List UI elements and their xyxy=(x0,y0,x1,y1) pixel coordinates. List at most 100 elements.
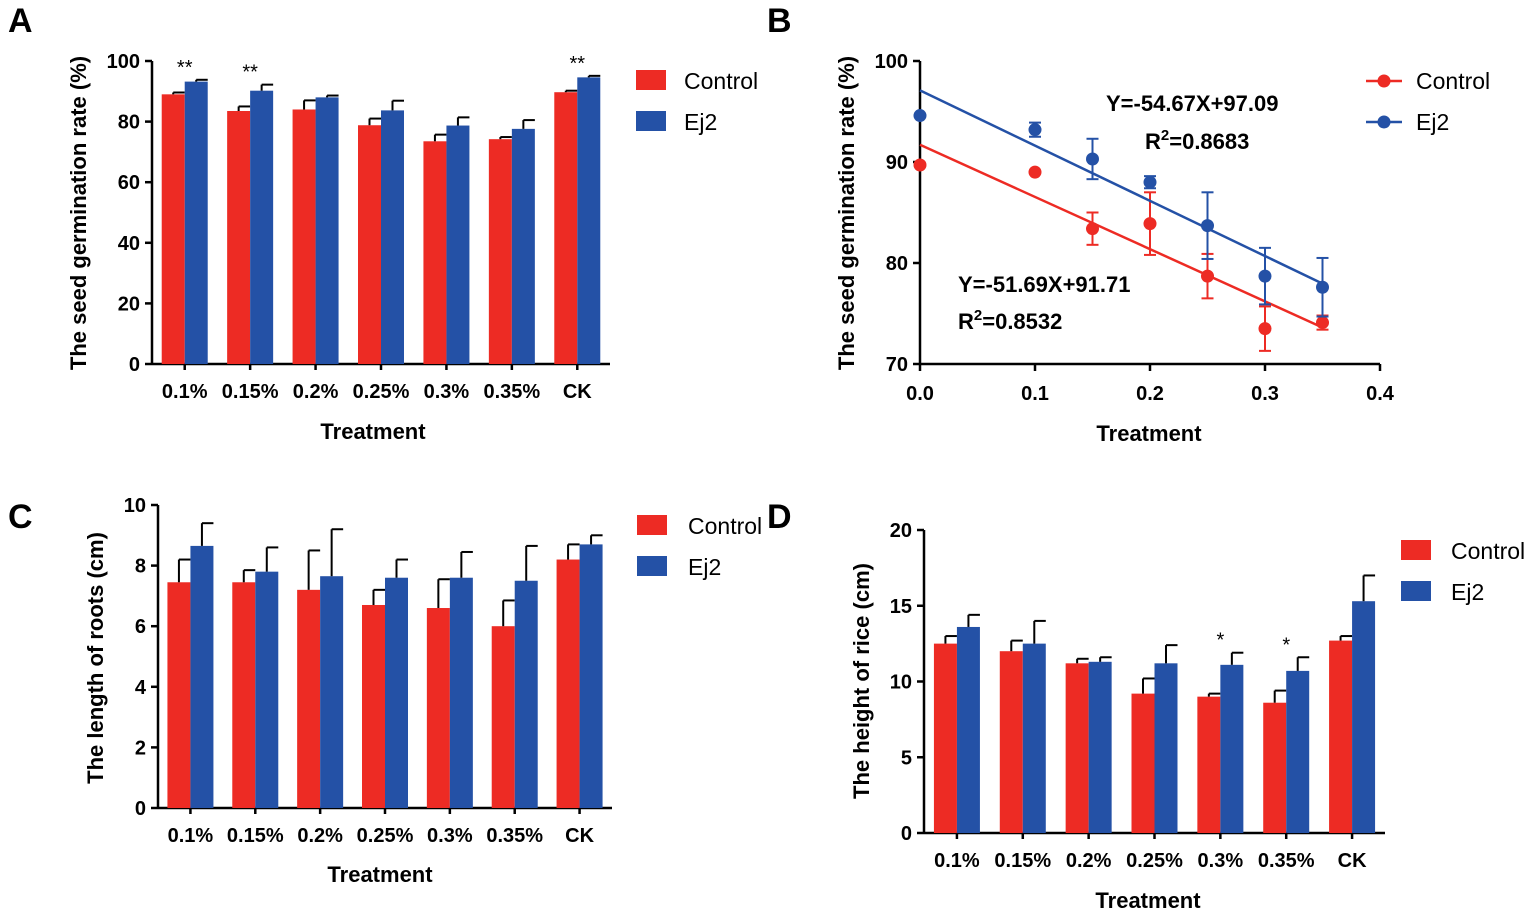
panel-d-y-tick-label: 0 xyxy=(901,823,912,845)
panel-d-x-tick-label: 0.3% xyxy=(1198,850,1244,872)
panel-a-bar-control xyxy=(358,125,381,365)
panel-d-x-tick-label: 0.2% xyxy=(1066,850,1112,872)
panel-b-x-tick-label: 0.2 xyxy=(1136,383,1164,405)
panel-a-bar-ej2 xyxy=(315,97,339,365)
panel-d-bar-control xyxy=(1329,640,1353,833)
panel-b-legend: Control Ej2 xyxy=(1366,68,1490,135)
panel-d-y-axis-title: The height of rice (cm) xyxy=(849,563,874,799)
panel-c-legend-label-ej2: Ej2 xyxy=(688,554,721,580)
panel-a: A The seed germination rate (%) Treatmen… xyxy=(8,2,758,444)
panel-a-bar-control xyxy=(161,94,185,364)
panel-b-point-ej2 xyxy=(1316,280,1329,294)
panel-b-point-ej2 xyxy=(913,109,927,123)
panel-b-y-axis-title: The seed germination rate (%) xyxy=(834,56,859,370)
panel-c-y-tick-label: 2 xyxy=(135,737,146,759)
panel-b-control-r2-value: =0.8532 xyxy=(982,309,1062,334)
panel-d-significance-label: * xyxy=(1216,630,1224,652)
panel-a-bar-control xyxy=(292,109,316,364)
panel-c-x-axis-title: Treatment xyxy=(327,862,433,887)
panel-c-bar-control xyxy=(426,608,450,808)
panel-b-x-tick-label: 0.3 xyxy=(1251,383,1279,405)
panel-d-x-tick-label: 0.1% xyxy=(934,850,980,872)
panel-c-x-tick-label: 0.15% xyxy=(227,825,284,847)
panel-c-bar-control xyxy=(556,559,580,808)
panel-d-bar-control xyxy=(1065,663,1089,833)
panel-c-legend: Control Ej2 xyxy=(637,513,762,580)
panel-c-legend-swatch-ej2 xyxy=(637,556,667,576)
panel-b-legend-marker-control xyxy=(1377,74,1391,88)
panel-b-point-control xyxy=(1258,322,1272,336)
panel-b-point-control xyxy=(913,158,927,172)
panel-b-point-control xyxy=(1201,269,1214,283)
panel-b-y-tick-label: 80 xyxy=(886,253,908,275)
panel-b-point-control xyxy=(1086,222,1099,236)
panel-d-significance-label: * xyxy=(1282,634,1290,656)
panel-b-x-tick-label: 0.0 xyxy=(906,383,934,405)
panel-d-bar-ej2 xyxy=(1022,643,1046,833)
panel-b-point-control xyxy=(1028,165,1042,179)
panel-b-x-tick-label: 0.4 xyxy=(1366,383,1395,405)
panel-c-bar-ej2 xyxy=(579,544,603,808)
panel-d-y-tick-label: 20 xyxy=(890,520,912,542)
panel-d-x-axis-title: Treatment xyxy=(1095,888,1201,913)
panel-a-x-tick-label: 0.2% xyxy=(293,381,339,403)
panel-b-legend-marker-ej2 xyxy=(1377,115,1391,129)
panel-c-y-tick-label: 10 xyxy=(124,495,146,517)
panel-c-bar-control xyxy=(362,604,385,808)
panel-a-marks: ** ** ** xyxy=(161,53,601,365)
panel-a-significance-label: ** xyxy=(177,57,193,79)
panel-d-bar-ej2 xyxy=(956,626,980,833)
panel-c-bar-control xyxy=(297,589,321,808)
panel-a-bar-control xyxy=(423,141,447,364)
panel-b-y-tick-label: 90 xyxy=(886,152,908,174)
panel-d-bar-control xyxy=(933,643,957,833)
panel-letter-c: C xyxy=(8,498,33,536)
panel-c-bar-ej2 xyxy=(320,576,344,808)
panel-d-y-tick-label: 15 xyxy=(890,596,912,618)
panel-c-bar-ej2 xyxy=(449,577,473,808)
panel-d-y-tick-label: 10 xyxy=(890,672,912,694)
panel-a-x-tick-label: 0.3% xyxy=(424,381,470,403)
panel-a-y-tick-label: 100 xyxy=(107,51,140,73)
panel-d-bar-ej2 xyxy=(1088,661,1112,833)
panel-b-point-ej2 xyxy=(1086,152,1099,166)
panel-a-significance-label: ** xyxy=(242,62,258,84)
panel-c-y-tick-label: 8 xyxy=(135,556,146,578)
panel-b-control-equation: Y=-51.69X+91.71 xyxy=(958,272,1130,297)
panel-a-significance-label: ** xyxy=(569,53,585,75)
panel-b-y-tick-label: 70 xyxy=(886,354,908,376)
panel-a-bar-ej2 xyxy=(446,125,470,364)
panel-a-y-tick-label: 60 xyxy=(118,172,140,194)
panel-b-control-r2: R2=0.8532 xyxy=(958,307,1062,334)
panel-b-control-r2-sup: 2 xyxy=(974,307,982,324)
panel-d-y-tick-label: 5 xyxy=(901,747,912,769)
panel-b-point-control xyxy=(1143,217,1157,231)
panel-a-bar-control xyxy=(488,139,512,364)
panel-c-x-tick-label: 0.1% xyxy=(168,825,214,847)
panel-d-bar-ej2 xyxy=(1154,663,1178,833)
panel-d-bar-ej2 xyxy=(1220,664,1244,833)
panel-b-point-ej2 xyxy=(1028,123,1042,137)
panel-a-bar-control xyxy=(554,92,578,365)
panel-c-x-tick-label: CK xyxy=(565,825,594,847)
panel-b-point-ej2 xyxy=(1258,269,1272,283)
panel-b-legend-label-ej2: Ej2 xyxy=(1416,109,1449,135)
panel-c-bar-ej2 xyxy=(255,571,279,808)
panel-a-bar-ej2 xyxy=(577,77,601,364)
panel-d-legend-swatch-control xyxy=(1401,540,1431,560)
panel-d-bar-ej2 xyxy=(1286,670,1310,833)
panel-b-point-control xyxy=(1316,316,1329,330)
panel-a-y-tick-label: 40 xyxy=(118,233,140,255)
panel-b-fit-line-control xyxy=(919,143,1324,329)
panel-c-x-tick-label: 0.25% xyxy=(357,825,414,847)
panel-a-x-tick-label: 0.25% xyxy=(353,381,410,403)
panel-b-ej2-r2-sup: 2 xyxy=(1161,127,1169,144)
panel-a-x-axis-title: Treatment xyxy=(320,419,426,444)
panel-a-legend-label-ej2: Ej2 xyxy=(684,109,717,135)
panel-c-legend-swatch-control xyxy=(637,515,667,535)
panel-d-bar-control xyxy=(1263,702,1287,833)
panel-c-x-tick-label: 0.2% xyxy=(297,825,343,847)
panel-a-y-tick-label: 0 xyxy=(129,354,140,376)
panel-c: C The length of roots (cm) Treatment 0 2 4… xyxy=(8,495,762,887)
panel-b-point-ej2 xyxy=(1201,219,1214,233)
